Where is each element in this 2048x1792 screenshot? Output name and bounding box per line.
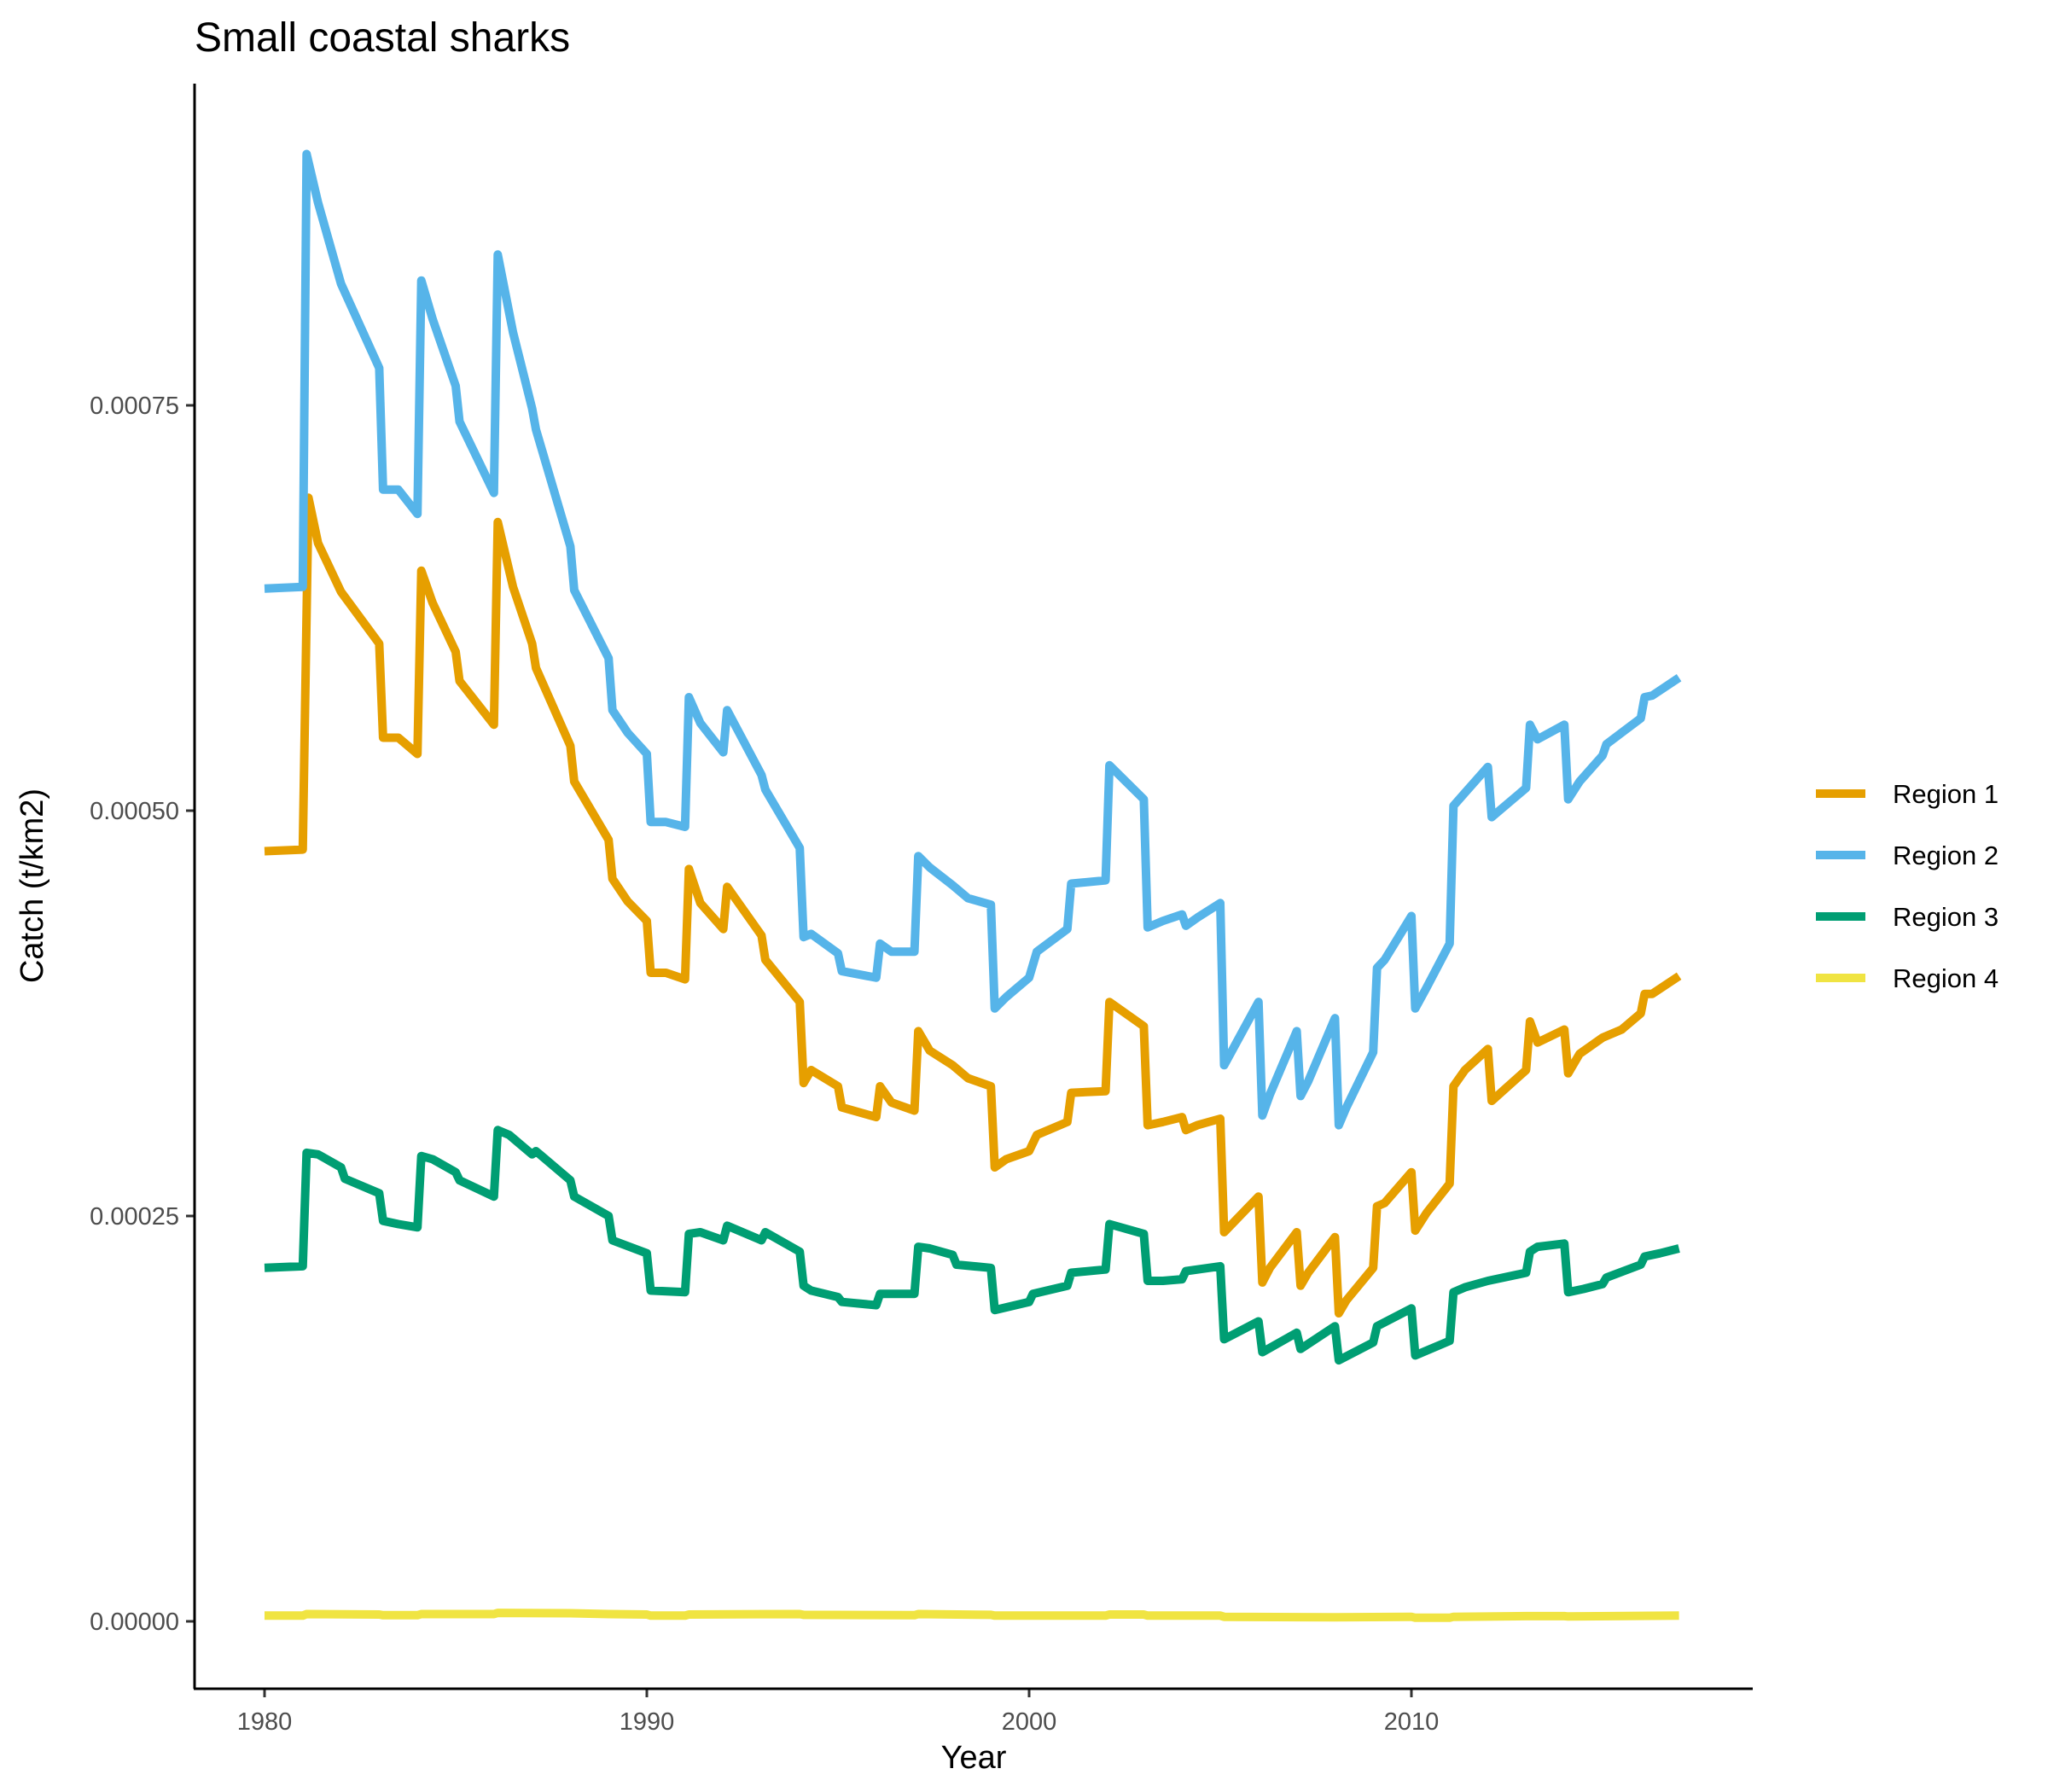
legend-label-region-4: Region 4 (1893, 963, 1999, 993)
series-line-region-3 (264, 1126, 1680, 1365)
x-tick-label: 2000 (1002, 1708, 1057, 1736)
y-tick-label: 0.00050 (90, 798, 179, 825)
y-tick-label: 0.00000 (90, 1609, 179, 1636)
legend-label-region-3: Region 3 (1893, 902, 1999, 932)
series-line-region-1 (264, 493, 1682, 1318)
x-axis-title: Year (941, 1740, 1007, 1776)
chart-title: Small coastal sharks (195, 15, 570, 61)
x-tick-label: 1980 (237, 1708, 293, 1736)
x-tick-label: 2010 (1384, 1708, 1440, 1736)
y-axis-ticks: 0.00000 0.00025 0.00050 0.00075 (90, 393, 195, 1636)
legend: Region 1 Region 2 Region 3 Region 4 (1816, 779, 1999, 993)
legend-label-region-1: Region 1 (1893, 779, 1999, 809)
x-tick-label: 1990 (620, 1708, 675, 1736)
y-tick-label: 0.00075 (90, 393, 179, 420)
series-line-region-2 (264, 149, 1682, 1130)
x-axis-ticks: 1980 1990 2000 2010 (237, 1689, 1440, 1736)
y-tick-label: 0.00025 (90, 1203, 179, 1231)
y-axis-title: Catch (t/km2) (15, 788, 50, 983)
plot-area (264, 149, 1682, 1622)
series-line-region-4 (265, 1609, 1679, 1622)
legend-label-region-2: Region 2 (1893, 841, 1999, 870)
